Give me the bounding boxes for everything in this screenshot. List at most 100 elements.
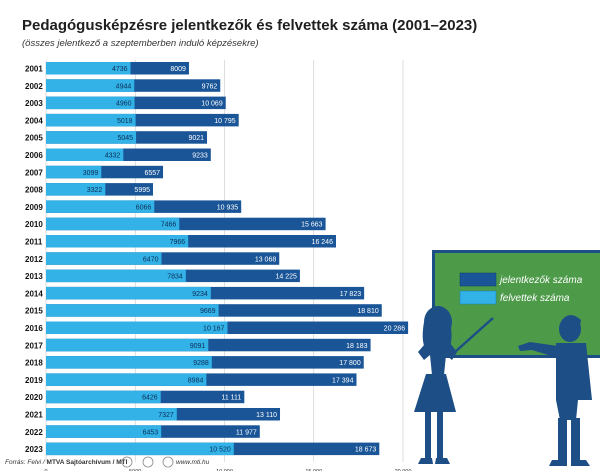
bar-row-2008: 2008 5995 3322: [25, 183, 154, 196]
bar-row-2018: 2018 17 800 9288: [25, 356, 364, 369]
x-tick-label: 15 000: [305, 469, 322, 471]
footer-source-prefix: Forrás: Felvi /: [5, 459, 47, 466]
value-label-jelentkezok: 14 225: [275, 274, 297, 281]
bar-row-2011: 2011 16 246 7966: [25, 235, 336, 248]
bar-row-2004: 2004 10 795 5018: [25, 113, 239, 127]
value-label-jelentkezok: 18 673: [355, 447, 377, 454]
bar-felvettek: [46, 113, 136, 127]
value-label-felvettek: 9288: [193, 360, 209, 367]
value-label-felvettek: 8984: [188, 377, 204, 384]
bar-row-2012: 2012 13 068 6470: [25, 252, 280, 265]
year-label: 2006: [25, 151, 43, 160]
footer-url: www.mti.hu: [176, 459, 210, 466]
bar-felvettek: [46, 321, 228, 334]
value-label-jelentkezok: 15 663: [301, 222, 323, 229]
chart-title: Pedagógusképzésre jelentkezők és felvett…: [22, 17, 477, 34]
value-label-jelentkezok: 10 069: [201, 101, 223, 108]
mti-logo-icon: [142, 456, 154, 468]
value-label-felvettek: 3322: [87, 187, 103, 194]
value-label-felvettek: 7466: [161, 222, 177, 229]
bar-felvettek: [46, 183, 106, 196]
value-label-jelentkezok: 9762: [202, 83, 218, 90]
value-label-jelentkezok: 9021: [188, 135, 204, 142]
value-label-jelentkezok: 13 110: [256, 412, 277, 419]
bar-felvettek: [46, 252, 162, 265]
value-label-jelentkezok: 17 800: [339, 360, 361, 367]
value-label-jelentkezok: 18 183: [346, 343, 368, 350]
value-label-jelentkezok: 5995: [134, 187, 150, 194]
year-label: 2023: [25, 445, 43, 454]
web-logo-icon: [162, 456, 174, 468]
value-label-felvettek: 4960: [116, 101, 132, 108]
year-label: 2008: [25, 186, 43, 195]
footer: Forrás: Felvi / MTVA Sajtóarchívum / MTI…: [5, 456, 210, 468]
value-label-felvettek: 6066: [136, 204, 152, 211]
bar-felvettek: [46, 442, 234, 456]
value-label-felvettek: 4736: [112, 66, 128, 73]
year-label: 2018: [25, 359, 43, 368]
mtva-logo-icon: [121, 456, 133, 468]
bar-felvettek: [46, 79, 135, 92]
value-label-jelentkezok: 18 810: [357, 308, 379, 315]
bar-felvettek: [46, 390, 161, 404]
year-label: 2004: [25, 116, 43, 125]
year-label: 2019: [25, 376, 43, 385]
year-label: 2020: [25, 393, 43, 402]
bar-row-2016: 2016 20 286 10 167: [25, 321, 409, 334]
value-label-jelentkezok: 6557: [144, 170, 160, 177]
year-label: 2010: [25, 220, 43, 229]
year-label: 2002: [25, 82, 43, 91]
year-label: 2003: [25, 99, 43, 108]
bar-row-2005: 2005 9021 5045: [25, 131, 208, 144]
bar-row-2003: 2003 10 069 4960: [25, 96, 226, 110]
year-label: 2009: [25, 203, 43, 212]
bar-felvettek: [46, 217, 180, 231]
x-tick-label: 20 000: [395, 469, 412, 471]
year-label: 2013: [25, 272, 43, 281]
value-label-felvettek: 5018: [117, 118, 133, 125]
year-label: 2021: [25, 411, 43, 420]
value-label-jelentkezok: 9233: [192, 153, 208, 160]
value-label-felvettek: 6426: [142, 395, 158, 402]
value-label-jelentkezok: 17 823: [340, 291, 362, 298]
value-label-felvettek: 10 520: [209, 447, 231, 454]
year-label: 2011: [25, 238, 43, 247]
bar-felvettek: [46, 286, 211, 300]
bar-row-2022: 2022 11 977 6453: [25, 425, 260, 438]
value-label-felvettek: 6453: [143, 429, 159, 436]
value-label-jelentkezok: 11 977: [236, 429, 257, 436]
footer-source-bold: MTVA Sajtóarchívum / MTI: [47, 459, 128, 466]
bar-row-2023: 2023 18 673 10 520: [25, 442, 380, 456]
woman-teacher-silhouette: [414, 306, 494, 464]
bar-row-2014: 2014 17 823 9234: [25, 286, 365, 300]
bar-felvettek: [46, 373, 207, 386]
bar-felvettek: [46, 235, 189, 248]
year-label: 2014: [25, 289, 43, 298]
bar-felvettek: [46, 148, 124, 161]
value-label-jelentkezok: 17 394: [332, 377, 354, 384]
year-label: 2022: [25, 428, 43, 437]
value-label-jelentkezok: 11 111: [221, 395, 241, 402]
bar-row-2006: 2006 9233 4332: [25, 148, 211, 161]
year-label: 2017: [25, 341, 43, 350]
bar-row-2020: 2020 11 111 6426: [25, 390, 245, 404]
value-label-felvettek: 9234: [192, 291, 208, 298]
bar-row-2009: 2009 10 935 6066: [25, 200, 242, 213]
chalkboard-illustration: [432, 250, 600, 358]
bar-felvettek: [46, 62, 131, 75]
legend-label-felvettek: felvettek száma: [500, 293, 570, 304]
bar-row-2017: 2017 18 183 9091: [25, 338, 371, 352]
bar-felvettek: [46, 356, 212, 369]
teacher-silhouettes: [414, 306, 592, 466]
x-tick-label: 10 000: [216, 469, 233, 471]
x-axis: 0 5000 10 000 15 000 20 000: [44, 469, 411, 471]
year-label: 2007: [25, 168, 43, 177]
chart-subtitle: (összes jelentkező a szeptemberben indul…: [22, 38, 259, 49]
pointer-stick: [454, 317, 494, 353]
bar-felvettek: [46, 338, 209, 352]
bar-felvettek: [46, 165, 102, 179]
bar-felvettek: [46, 131, 137, 144]
footer-source: Forrás: Felvi / MTVA Sajtóarchívum / MTI: [5, 459, 128, 466]
